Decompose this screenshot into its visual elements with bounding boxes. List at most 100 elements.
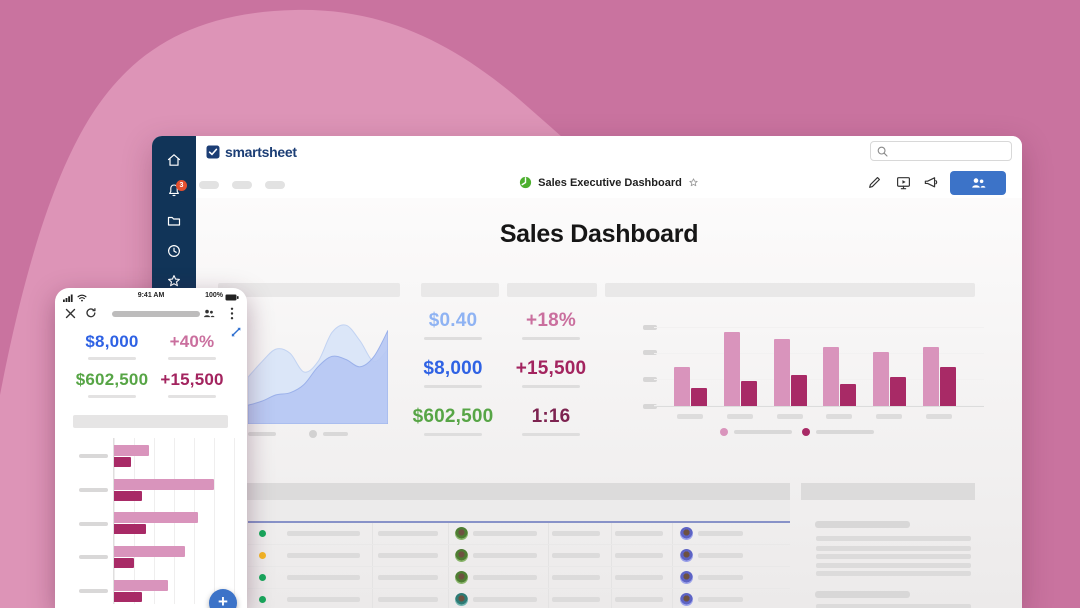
cell-text-placeholder [698, 553, 743, 558]
table-row[interactable] [248, 523, 790, 545]
doc-title: Sales Executive Dashboard [538, 176, 682, 189]
dashboard-toolbar: Sales Executive Dashboard [196, 167, 1022, 199]
toolbar-pill-3[interactable] [265, 181, 285, 189]
kpi-column-1: $0.40 $8,000 $602,500 [391, 310, 515, 454]
hbar-dark [114, 490, 142, 501]
search-input[interactable] [892, 144, 1006, 158]
phone-hbar-chart-plot [113, 438, 238, 604]
table-row[interactable] [248, 545, 790, 567]
cell-text-placeholder [473, 575, 537, 580]
people-icon[interactable] [202, 308, 216, 319]
bar-dark [691, 388, 707, 406]
phone-y-label-placeholder [79, 454, 108, 458]
text-line-placeholder [816, 571, 971, 576]
kpi-value: 1:16 [531, 406, 571, 427]
status-dot [259, 530, 266, 537]
smartsheet-logo: smartsheet [206, 144, 297, 160]
close-icon[interactable] [65, 308, 76, 319]
column-divider [548, 567, 549, 588]
cell-text-placeholder [378, 531, 438, 536]
phone-y-label-placeholder [79, 488, 108, 492]
avatar [455, 571, 468, 584]
reload-icon[interactable] [85, 307, 97, 319]
kebab-menu-icon[interactable] [230, 307, 234, 320]
y-tick-placeholder [643, 325, 657, 330]
announce-icon[interactable] [923, 175, 938, 190]
favorites-icon[interactable] [166, 273, 182, 289]
cell-text-placeholder [287, 597, 360, 602]
kpi-value: $0.40 [428, 310, 478, 331]
page-title: Sales Dashboard [499, 220, 699, 248]
cell-text-placeholder [615, 575, 663, 580]
bar-dark [840, 384, 857, 406]
hbar-light [114, 579, 168, 591]
expand-icon[interactable] [230, 326, 242, 338]
toolbar-pill-1[interactable] [199, 181, 219, 189]
battery-icon [225, 294, 239, 300]
kpi-metric: +15,500 [489, 358, 613, 389]
column-divider [672, 523, 673, 544]
y-tick-placeholder [643, 404, 657, 409]
recents-icon[interactable] [166, 243, 182, 259]
wifi-icon [77, 294, 87, 302]
column-divider [448, 545, 449, 566]
kpi2-widget-header-placeholder [507, 283, 597, 297]
text-line-placeholder [816, 536, 971, 541]
phone-overlay: 9:41 AM 100% $8,000 +40% $602,500 +15,50… [55, 288, 247, 608]
kpi-underline [88, 395, 136, 398]
kpi-value: +40% [169, 332, 215, 351]
address-bar-placeholder[interactable] [112, 311, 200, 317]
dashboard-doc-icon [520, 176, 532, 189]
kpi-metric: +18% [489, 310, 613, 341]
kpi-underline [522, 337, 580, 340]
status-dot [259, 574, 266, 581]
edit-icon[interactable] [867, 175, 882, 190]
global-search[interactable] [870, 141, 1012, 161]
kpi-value: $8,000 [85, 332, 139, 351]
area-legend-line [248, 432, 276, 436]
hbar-light [114, 512, 198, 524]
phone-kpi: +40% [152, 332, 232, 360]
toolbar-pill-2[interactable] [232, 181, 252, 189]
bar-dark [940, 367, 956, 406]
avatar [455, 593, 468, 606]
bar-light [674, 367, 690, 406]
kpi-underline [168, 395, 216, 398]
phone-browser-bar [55, 304, 247, 324]
cell-text-placeholder [473, 553, 537, 558]
column-divider [548, 523, 549, 544]
cell-text-placeholder [615, 597, 663, 602]
folder-icon[interactable] [166, 213, 182, 229]
home-icon[interactable] [166, 152, 182, 168]
brand-name: smartsheet [225, 144, 297, 160]
kpi-underline [424, 385, 482, 388]
hbar-light [114, 445, 149, 456]
phone-kpi: $8,000 [67, 332, 157, 360]
present-icon[interactable] [896, 175, 911, 190]
column-divider [672, 545, 673, 566]
text-widget-header-placeholder [801, 483, 975, 500]
x-label-placeholder [776, 414, 803, 419]
kpi-value: +18% [526, 310, 576, 331]
phone-widget-header-placeholder [73, 415, 228, 428]
bar-light [873, 352, 890, 406]
share-button[interactable] [950, 171, 1006, 195]
bar-dark [890, 377, 907, 406]
bar-legend-dot-light [720, 428, 728, 436]
share-people-icon [971, 178, 985, 188]
kpi-column-2: +18% +15,500 1:16 [489, 310, 613, 454]
add-fab-button[interactable]: + [209, 589, 237, 608]
table-row[interactable] [248, 567, 790, 589]
x-label-placeholder [876, 414, 903, 419]
phone-kpi: +15,500 [152, 370, 232, 398]
bar-dark [740, 381, 757, 406]
avatar [680, 549, 693, 562]
x-label-placeholder [826, 414, 853, 419]
table-row[interactable] [248, 589, 790, 608]
text-title-placeholder [815, 521, 910, 528]
column-divider [448, 523, 449, 544]
cell-text-placeholder [552, 597, 600, 602]
avatar [680, 527, 693, 540]
hbar-dark [114, 558, 134, 569]
favorite-star-icon[interactable] [688, 177, 699, 188]
